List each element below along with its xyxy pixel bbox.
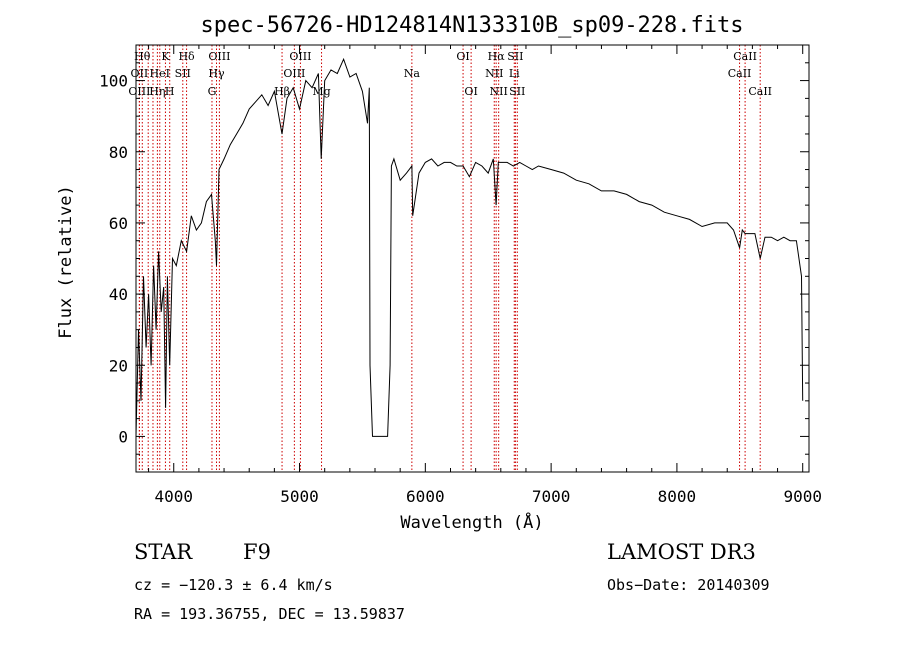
y-tick-label: 60 bbox=[109, 214, 128, 233]
line-marker-label: G bbox=[208, 85, 217, 98]
line-marker-label: NII bbox=[485, 67, 503, 80]
y-tick-label: 80 bbox=[109, 143, 128, 162]
line-marker-label: SII bbox=[175, 67, 191, 80]
line-marker-label: Hγ bbox=[208, 67, 225, 80]
chart-title: spec-56726-HD124814N133310B_sp09-228.fit… bbox=[200, 13, 743, 38]
x-tick-label: 6000 bbox=[406, 487, 445, 506]
survey-name: LAMOST DR3 bbox=[607, 540, 756, 564]
x-tick-label: 9000 bbox=[783, 487, 822, 506]
x-axis: 4000 5000 6000 7000 8000 9000 bbox=[148, 45, 822, 506]
spectral-line-markers bbox=[138, 45, 761, 472]
line-marker-label: OI bbox=[464, 85, 477, 98]
y-tick-label: 0 bbox=[118, 427, 128, 446]
y-tick-label: 40 bbox=[109, 285, 128, 304]
x-tick-label: 5000 bbox=[280, 487, 319, 506]
plot-frame bbox=[135, 44, 810, 473]
line-marker-label: Hβ bbox=[274, 85, 290, 98]
ra-dec: RA = 193.36755, DEC = 13.59837 bbox=[134, 605, 405, 623]
line-marker-label: OIII bbox=[289, 50, 311, 63]
line-marker-label: OIII bbox=[283, 67, 305, 80]
y-axis: 0 20 40 60 80 100 bbox=[99, 44, 809, 473]
object-subclass: F9 bbox=[243, 540, 271, 564]
line-marker-label: Hη bbox=[149, 85, 165, 98]
line-marker-label: CaII bbox=[748, 85, 772, 98]
line-marker-label: K bbox=[161, 50, 170, 63]
x-tick-label: 7000 bbox=[532, 487, 571, 506]
line-marker-label: NII bbox=[490, 85, 508, 98]
x-tick-label: 8000 bbox=[658, 487, 697, 506]
line-marker-label: Hα bbox=[488, 50, 506, 63]
line-marker-label: SII bbox=[509, 85, 525, 98]
line-marker-label: CaII bbox=[733, 50, 757, 63]
obs-date: Obs−Date: 20140309 bbox=[607, 576, 770, 594]
line-marker-label: Mg bbox=[312, 85, 330, 98]
y-tick-label: 20 bbox=[109, 356, 128, 375]
line-marker-label: SII bbox=[507, 50, 523, 63]
y-axis-label: Flux (relative) bbox=[56, 185, 76, 339]
line-marker-label: Li bbox=[509, 67, 520, 80]
line-marker-label: OI bbox=[456, 50, 469, 63]
object-class: STAR bbox=[134, 540, 193, 564]
line-marker-label: OIII bbox=[128, 85, 150, 98]
line-marker-label: OIII bbox=[208, 50, 230, 63]
line-marker-label: HeI bbox=[150, 67, 170, 80]
line-marker-label: Hθ bbox=[134, 50, 151, 63]
redshift-text: cz = −120.3 ± 6.4 km/s bbox=[134, 576, 333, 594]
y-tick-label: 100 bbox=[99, 72, 128, 91]
x-tick-label: 4000 bbox=[154, 487, 193, 506]
line-marker-label: Na bbox=[404, 67, 421, 80]
spectrum-line bbox=[135, 57, 804, 437]
line-marker-label: H bbox=[165, 85, 175, 98]
x-axis-label: Wavelength (Å) bbox=[400, 511, 543, 533]
line-marker-label: OII bbox=[131, 67, 149, 80]
line-marker-label: Hδ bbox=[178, 50, 195, 63]
line-marker-label: CaII bbox=[728, 67, 752, 80]
spectral-line-labels: HθOIIOIIIHeIHηKHSIIHδGHγOIIIHβOIIIOIIIMg… bbox=[128, 50, 772, 98]
